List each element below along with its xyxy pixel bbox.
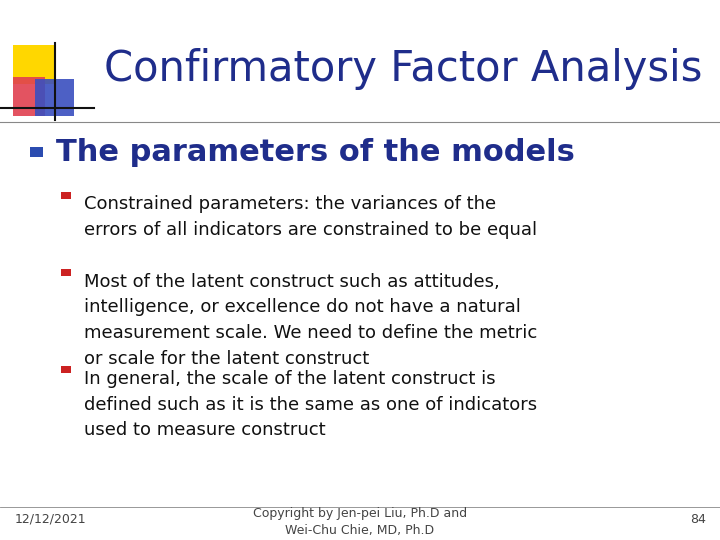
Text: 12/12/2021: 12/12/2021 bbox=[14, 513, 86, 526]
Bar bbox=[61, 269, 71, 276]
Text: Most of the latent construct such as attitudes,
intelligence, or excellence do n: Most of the latent construct such as att… bbox=[84, 273, 537, 368]
Bar bbox=[35, 79, 74, 116]
Bar bbox=[61, 192, 71, 199]
Text: In general, the scale of the latent construct is
defined such as it is the same : In general, the scale of the latent cons… bbox=[84, 370, 536, 440]
Bar bbox=[30, 147, 43, 157]
Bar bbox=[13, 45, 55, 84]
Text: The parameters of the models: The parameters of the models bbox=[56, 138, 575, 167]
Text: Confirmatory Factor Analysis: Confirmatory Factor Analysis bbox=[104, 48, 703, 90]
Bar bbox=[13, 77, 45, 116]
Text: Constrained parameters: the variances of the
errors of all indicators are constr: Constrained parameters: the variances of… bbox=[84, 195, 536, 239]
Text: Copyright by Jen-pei Liu, Ph.D and
Wei-Chu Chie, MD, Ph.D: Copyright by Jen-pei Liu, Ph.D and Wei-C… bbox=[253, 507, 467, 537]
Bar bbox=[61, 366, 71, 374]
Text: 84: 84 bbox=[690, 513, 706, 526]
